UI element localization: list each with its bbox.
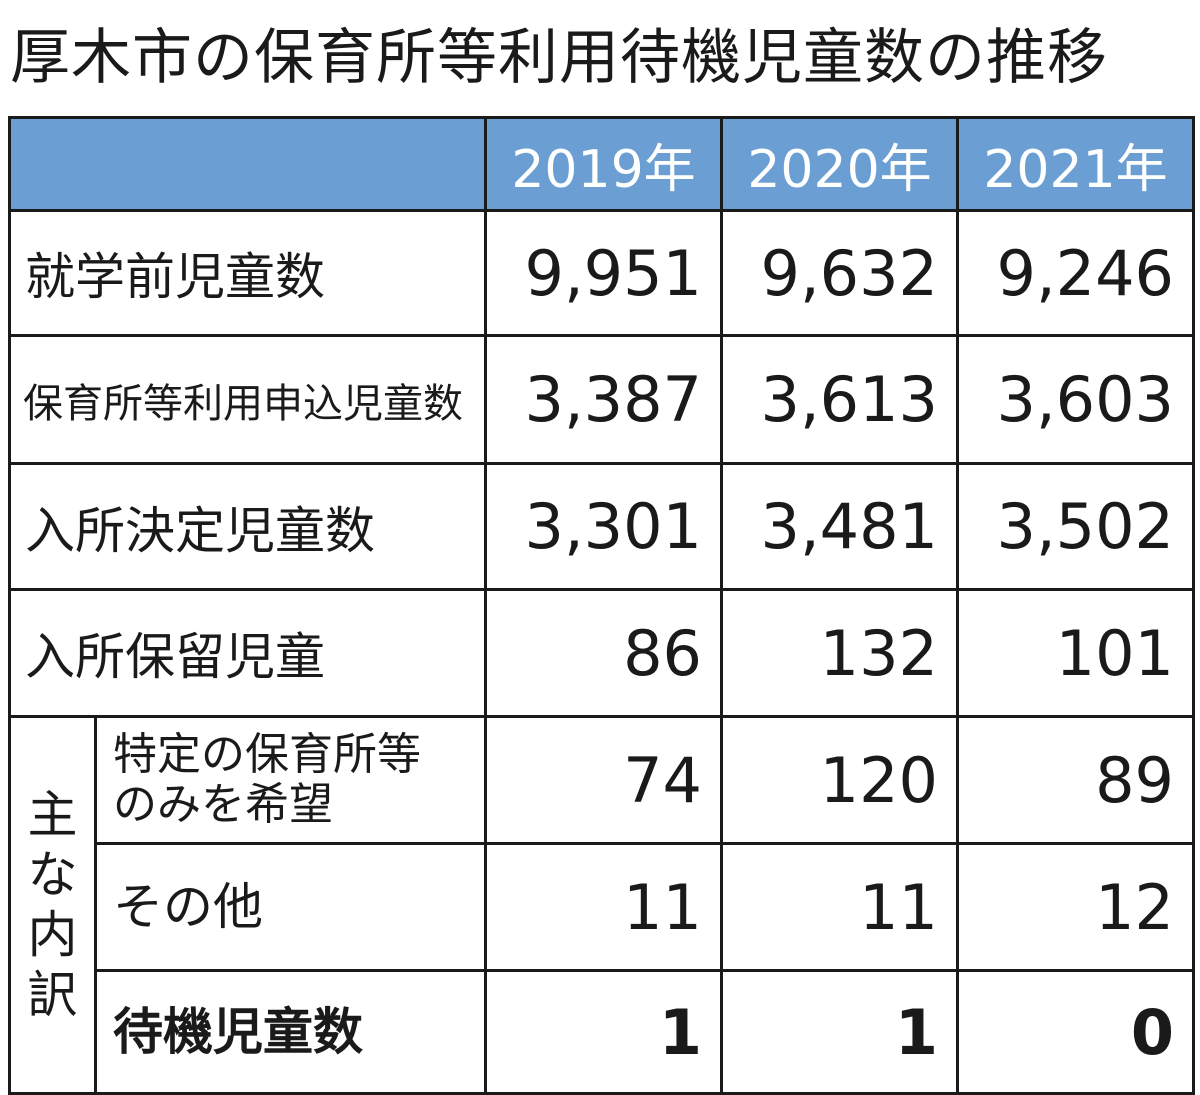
row-label: 入所保留児童 bbox=[8, 588, 487, 718]
breakdown-group-label: 主 な 内 訳 bbox=[8, 715, 97, 1095]
cell-value: 1 bbox=[720, 969, 959, 1095]
cell-value: 101 bbox=[956, 588, 1195, 718]
page-title: 厚木市の保育所等利用待機児童数の推移 bbox=[10, 23, 1108, 93]
waiting-children-table: 2019年 2020年 2021年 就学前児童数 9,951 9,632 9,2… bbox=[8, 116, 1195, 1095]
cell-value: 11 bbox=[484, 842, 723, 972]
cell-value: 0 bbox=[956, 969, 1195, 1095]
row-label: 保育所等利用申込児童数 bbox=[8, 334, 487, 465]
table-row-specific-facility-only: 主 な 内 訳 特定の保育所等 のみを希望 74 120 89 bbox=[8, 715, 1195, 1095]
cell-value: 11 bbox=[720, 842, 959, 972]
cell-value: 9,951 bbox=[484, 209, 723, 337]
table-row-pending: 入所保留児童 86 132 101 bbox=[8, 588, 1195, 718]
table-row-other: その他 11 11 12 bbox=[10, 842, 1195, 972]
header-corner bbox=[8, 116, 487, 212]
cell-value: 3,502 bbox=[956, 462, 1195, 591]
row-label: 待機児童数 bbox=[94, 969, 487, 1095]
table-row-admitted: 入所決定児童数 3,301 3,481 3,502 bbox=[8, 462, 1195, 591]
group-label-char: な bbox=[27, 846, 78, 904]
row-label: その他 bbox=[94, 842, 487, 972]
row-label: 入所決定児童数 bbox=[8, 462, 487, 591]
cell-value: 89 bbox=[956, 715, 1195, 845]
table-row-waiting-children: 待機児童数 1 1 0 bbox=[10, 969, 1195, 1095]
cell-value: 74 bbox=[484, 715, 723, 845]
cell-value: 3,387 bbox=[484, 334, 723, 465]
cell-value: 86 bbox=[484, 588, 723, 718]
cell-value: 3,603 bbox=[956, 334, 1195, 465]
table-row-preschool-children: 就学前児童数 9,951 9,632 9,246 bbox=[8, 209, 1195, 337]
cell-value: 3,301 bbox=[484, 462, 723, 591]
column-header-2021: 2021年 bbox=[956, 116, 1195, 212]
cell-value: 12 bbox=[956, 842, 1195, 972]
group-label-char: 内 bbox=[27, 906, 78, 964]
row-label: 就学前児童数 bbox=[8, 209, 487, 337]
table-header-row: 2019年 2020年 2021年 bbox=[8, 116, 1195, 212]
cell-value: 1 bbox=[484, 969, 723, 1095]
row-label-line: 特定の保育所等 bbox=[113, 729, 421, 780]
table-row-applications: 保育所等利用申込児童数 3,387 3,613 3,603 bbox=[8, 334, 1195, 465]
row-label-line: のみを希望 bbox=[113, 779, 333, 830]
cell-value: 3,613 bbox=[720, 334, 959, 465]
cell-value: 3,481 bbox=[720, 462, 959, 591]
cell-value: 120 bbox=[720, 715, 959, 845]
cell-value: 9,246 bbox=[956, 209, 1195, 337]
group-label-char: 主 bbox=[27, 786, 78, 844]
cell-value: 132 bbox=[720, 588, 959, 718]
column-header-2020: 2020年 bbox=[720, 116, 959, 212]
cell-value: 9,632 bbox=[720, 209, 959, 337]
column-header-2019: 2019年 bbox=[484, 116, 723, 212]
group-label-char: 訳 bbox=[27, 966, 78, 1024]
row-label: 特定の保育所等 のみを希望 bbox=[94, 715, 487, 845]
